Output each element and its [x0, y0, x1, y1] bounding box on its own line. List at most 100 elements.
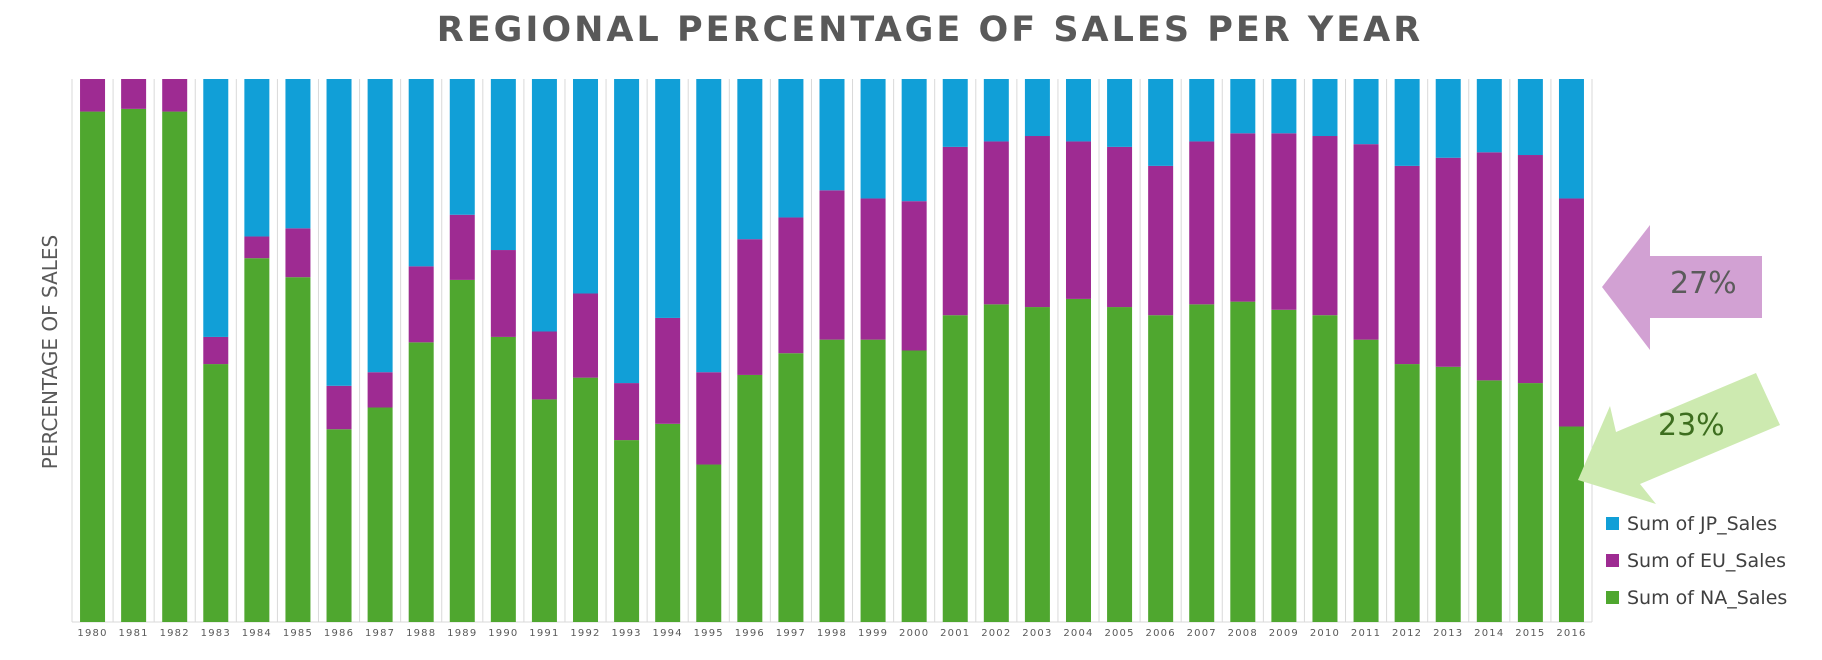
legend-item-jp: Sum of JP_Sales	[1606, 505, 1787, 542]
x-tick-label-1983: 1983	[201, 628, 231, 639]
bar-jp-1997	[778, 79, 804, 218]
x-tick-label-1992: 1992	[570, 628, 600, 639]
x-tick-label-2012: 2012	[1392, 628, 1422, 639]
bar-eu-1982	[162, 79, 188, 112]
bar-jp-1984	[244, 79, 270, 237]
bar-na-2010	[1312, 315, 1338, 622]
bar-jp-2007	[1189, 79, 1215, 142]
x-tick-label-2002: 2002	[981, 628, 1011, 639]
bar-jp-2014	[1476, 79, 1502, 153]
bar-jp-1986	[326, 79, 352, 386]
x-tick-label-2004: 2004	[1063, 628, 1093, 639]
bar-jp-1985	[285, 79, 311, 229]
chart-title: REGIONAL PERCENTAGE OF SALES PER YEAR	[436, 10, 1424, 50]
x-tick-label-1986: 1986	[324, 628, 354, 639]
bar-eu-2002	[983, 141, 1009, 305]
bar-na-1992	[573, 377, 599, 622]
bar-eu-1988	[408, 266, 434, 343]
legend-item-eu: Sum of EU_Sales	[1606, 542, 1787, 579]
bar-eu-2012	[1394, 165, 1420, 365]
bar-jp-1992	[573, 79, 599, 294]
bar-na-1987	[367, 407, 393, 622]
bar-na-1995	[696, 464, 722, 622]
bar-eu-2004	[1065, 141, 1091, 299]
bar-jp-2000	[901, 79, 927, 202]
bar-eu-2007	[1189, 141, 1215, 305]
x-tick-label-1989: 1989	[447, 628, 477, 639]
x-tick-label-2007: 2007	[1187, 628, 1217, 639]
bar-na-1990	[490, 336, 516, 622]
x-tick-label-1991: 1991	[529, 628, 559, 639]
bar-jp-1995	[696, 79, 722, 373]
bar-jp-1987	[367, 79, 393, 373]
bar-jp-2010	[1312, 79, 1338, 137]
bar-jp-2004	[1065, 79, 1091, 142]
bar-eu-2013	[1435, 157, 1461, 367]
bar-eu-2005	[1107, 146, 1133, 308]
bar-eu-1994	[655, 317, 681, 424]
x-tick-label-2005: 2005	[1104, 628, 1134, 639]
bar-na-1994	[655, 423, 681, 622]
bar-eu-2003	[1024, 136, 1050, 308]
bar-na-2000	[901, 350, 927, 622]
x-tick-label-2016: 2016	[1556, 628, 1586, 639]
bar-eu-1984	[244, 236, 270, 259]
bar-jp-1999	[860, 79, 886, 199]
bar-eu-2016	[1558, 198, 1584, 427]
bar-na-2005	[1107, 307, 1133, 622]
bar-jp-2002	[983, 79, 1009, 142]
x-tick-label-1993: 1993	[611, 628, 641, 639]
bar-na-2002	[983, 304, 1009, 622]
x-tick-label-2010: 2010	[1310, 628, 1340, 639]
bar-eu-2000	[901, 201, 927, 351]
bar-jp-2015	[1517, 79, 1543, 156]
bar-na-2009	[1271, 309, 1297, 622]
bar-na-2004	[1065, 298, 1091, 622]
x-tick-label-1999: 1999	[858, 628, 888, 639]
bar-eu-2011	[1353, 144, 1379, 340]
bar-na-2006	[1148, 315, 1174, 622]
x-tick-label-1987: 1987	[365, 628, 395, 639]
x-tick-label-1996: 1996	[735, 628, 765, 639]
bar-jp-1990	[490, 79, 516, 251]
x-tick-label-1990: 1990	[488, 628, 518, 639]
bar-na-1981	[121, 108, 147, 623]
bar-na-1980	[80, 111, 106, 622]
bar-eu-2008	[1230, 133, 1256, 302]
bar-na-1989	[449, 279, 475, 622]
x-tick-label-1985: 1985	[283, 628, 313, 639]
bar-eu-1985	[285, 228, 311, 278]
bar-jp-1993	[614, 79, 640, 384]
legend-swatch-eu	[1606, 554, 1619, 567]
bar-na-1991	[531, 399, 557, 622]
bar-na-1998	[819, 339, 845, 622]
x-tick-label-2013: 2013	[1433, 628, 1463, 639]
bar-eu-1987	[367, 372, 393, 408]
bar-na-2016	[1558, 426, 1584, 622]
bar-jp-1989	[449, 79, 475, 215]
bar-na-2001	[942, 315, 968, 622]
bar-na-1983	[203, 364, 229, 622]
bar-eu-1986	[326, 385, 352, 430]
legend-label-eu: Sum of EU_Sales	[1627, 549, 1786, 572]
bar-eu-1993	[614, 383, 640, 441]
bar-eu-2001	[942, 146, 968, 316]
legend: Sum of JP_Sales Sum of EU_Sales Sum of N…	[1606, 505, 1787, 616]
callout-na-label: 23%	[1658, 408, 1725, 443]
bar-na-2014	[1476, 380, 1502, 622]
bar-eu-1999	[860, 198, 886, 340]
bar-eu-1989	[449, 214, 475, 280]
x-tick-label-1995: 1995	[694, 628, 724, 639]
legend-swatch-jp	[1606, 517, 1619, 530]
bar-jp-2008	[1230, 79, 1256, 134]
bar-jp-2005	[1107, 79, 1133, 147]
bar-na-2015	[1517, 383, 1543, 622]
bar-jp-2016	[1558, 79, 1584, 199]
callout-arrow-na	[1578, 373, 1780, 504]
bar-jp-1991	[531, 79, 557, 332]
bar-na-1996	[737, 374, 763, 622]
bar-na-1988	[408, 342, 434, 622]
bar-jp-2013	[1435, 79, 1461, 158]
bar-jp-1994	[655, 79, 681, 318]
